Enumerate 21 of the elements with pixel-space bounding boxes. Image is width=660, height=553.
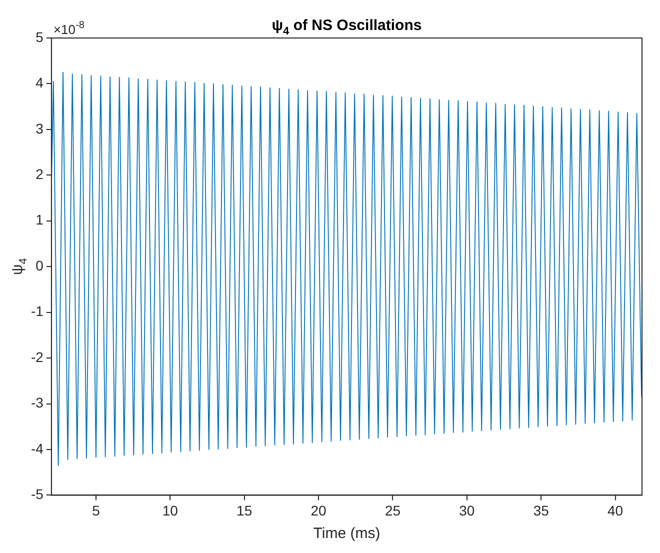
x-tick-label: 25 — [384, 502, 401, 518]
x-tick-label: 10 — [162, 502, 178, 518]
y-tick-label: 0 — [36, 257, 44, 274]
y-tick-label: -2 — [30, 348, 44, 365]
x-tick-label: 20 — [310, 502, 327, 518]
y-tick-label: -4 — [30, 440, 44, 456]
y-axis-title: ψ4 — [9, 258, 30, 276]
y-tick-label: -3 — [30, 394, 44, 411]
x-tick-label: 40 — [608, 502, 624, 518]
y-tick-label: 2 — [36, 166, 44, 182]
y-tick-label: 3 — [36, 120, 44, 136]
x-axis-title: Time (ms) — [313, 525, 380, 542]
y-tick-label: 1 — [36, 212, 44, 228]
y-tick-label: -1 — [30, 303, 44, 320]
x-tick-label: 35 — [533, 502, 550, 518]
x-tick-label: 5 — [92, 502, 100, 518]
x-tick-label: 30 — [459, 502, 475, 518]
y-tick-label: 5 — [36, 28, 44, 45]
y-tick-label: 4 — [36, 74, 44, 91]
x-tick-label: 15 — [236, 502, 252, 518]
y-tick-label: -5 — [30, 486, 44, 502]
